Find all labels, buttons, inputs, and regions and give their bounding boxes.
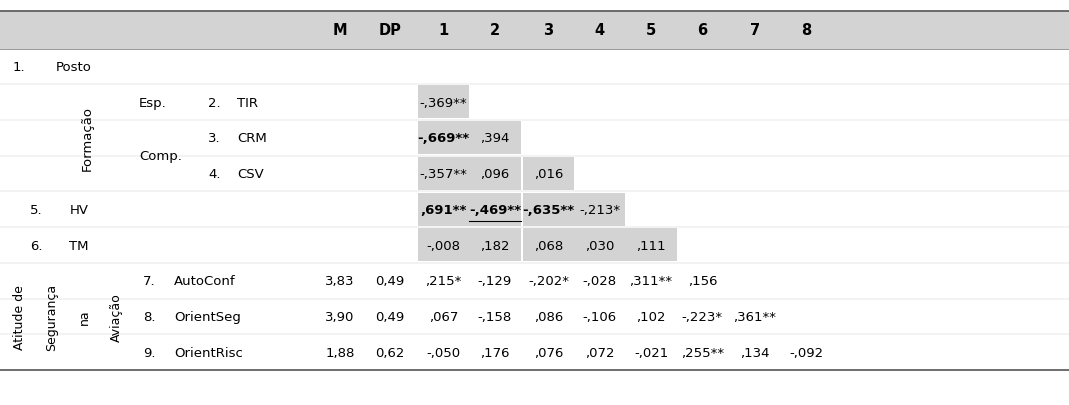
Text: 3,83: 3,83 — [325, 275, 355, 288]
Text: 7.: 7. — [143, 275, 156, 288]
Text: TM: TM — [69, 239, 89, 252]
Text: ,691**: ,691** — [420, 203, 467, 216]
Text: DP: DP — [378, 23, 402, 38]
Text: ,134: ,134 — [740, 346, 770, 359]
Text: 9.: 9. — [143, 346, 156, 359]
Bar — [574, 193, 625, 226]
Text: -,050: -,050 — [427, 346, 461, 359]
Text: ,072: ,072 — [585, 346, 615, 359]
Text: -,357**: -,357** — [420, 168, 467, 181]
Text: -,008: -,008 — [427, 239, 461, 252]
Text: -,106: -,106 — [583, 310, 617, 323]
Text: 3: 3 — [543, 23, 554, 38]
Text: -,223*: -,223* — [682, 310, 723, 323]
Text: Atitude de: Atitude de — [13, 284, 26, 349]
Text: 6: 6 — [697, 23, 708, 38]
Bar — [418, 86, 469, 119]
Bar — [574, 229, 625, 262]
Text: ,111: ,111 — [636, 239, 666, 252]
Text: 4: 4 — [594, 23, 605, 38]
Text: OrientSeg: OrientSeg — [174, 310, 242, 323]
Bar — [0, 12, 1069, 49]
Text: ,016: ,016 — [533, 168, 563, 181]
Bar — [418, 122, 469, 155]
Text: 6.: 6. — [30, 239, 43, 252]
Text: ,255**: ,255** — [681, 346, 724, 359]
Text: ,096: ,096 — [480, 168, 510, 181]
Text: -,028: -,028 — [583, 275, 617, 288]
Text: 0,49: 0,49 — [375, 310, 405, 323]
Bar — [523, 229, 574, 262]
Text: Segurança: Segurança — [45, 283, 58, 350]
Text: na: na — [78, 309, 91, 324]
Bar — [625, 229, 677, 262]
Text: 8: 8 — [801, 23, 811, 38]
Text: OrientRisc: OrientRisc — [174, 346, 243, 359]
Text: -,202*: -,202* — [528, 275, 569, 288]
Text: -,669**: -,669** — [418, 132, 469, 145]
Text: 0,62: 0,62 — [375, 346, 405, 359]
Text: ,030: ,030 — [585, 239, 615, 252]
Text: AutoConf: AutoConf — [174, 275, 236, 288]
Text: 5: 5 — [646, 23, 656, 38]
Bar — [469, 193, 521, 226]
Text: ,215*: ,215* — [425, 275, 462, 288]
Text: Formação: Formação — [81, 106, 94, 171]
Text: ,394: ,394 — [480, 132, 510, 145]
Text: -,092: -,092 — [789, 346, 823, 359]
Text: ,102: ,102 — [636, 310, 666, 323]
Text: CSV: CSV — [237, 168, 264, 181]
Text: -,369**: -,369** — [420, 96, 467, 109]
Text: 4.: 4. — [208, 168, 221, 181]
Text: -,635**: -,635** — [523, 203, 574, 216]
Text: ,086: ,086 — [533, 310, 563, 323]
Text: -,129: -,129 — [478, 275, 512, 288]
Text: -,469**: -,469** — [469, 203, 521, 216]
Text: Posto: Posto — [56, 61, 92, 74]
Text: -,158: -,158 — [478, 310, 512, 323]
Bar — [523, 193, 574, 226]
Text: TIR: TIR — [237, 96, 259, 109]
Text: Esp.: Esp. — [139, 96, 167, 109]
Text: Comp.: Comp. — [139, 150, 182, 163]
Text: 2.: 2. — [208, 96, 221, 109]
Text: Aviação: Aviação — [110, 292, 123, 341]
Text: 8.: 8. — [143, 310, 156, 323]
Text: 1: 1 — [438, 23, 449, 38]
Text: 0,49: 0,49 — [375, 275, 405, 288]
Text: 1.: 1. — [13, 61, 26, 74]
Text: ,156: ,156 — [687, 275, 717, 288]
Text: M: M — [332, 23, 347, 38]
Text: -,021: -,021 — [634, 346, 668, 359]
Text: ,067: ,067 — [429, 310, 459, 323]
Bar — [469, 158, 521, 190]
Bar — [469, 122, 521, 155]
Text: ,076: ,076 — [533, 346, 563, 359]
Text: ,361**: ,361** — [733, 310, 776, 323]
Text: ,311**: ,311** — [630, 275, 672, 288]
Text: ,176: ,176 — [480, 346, 510, 359]
Text: 1,88: 1,88 — [325, 346, 355, 359]
Text: 3,90: 3,90 — [325, 310, 355, 323]
Bar — [469, 229, 521, 262]
Text: HV: HV — [69, 203, 89, 216]
Bar — [418, 158, 469, 190]
Text: -,213*: -,213* — [579, 203, 620, 216]
Text: 5.: 5. — [30, 203, 43, 216]
Text: 7: 7 — [749, 23, 760, 38]
Bar — [418, 193, 469, 226]
Text: ,068: ,068 — [533, 239, 563, 252]
Bar — [418, 229, 469, 262]
Bar — [523, 158, 574, 190]
Text: 3.: 3. — [208, 132, 221, 145]
Text: ,182: ,182 — [480, 239, 510, 252]
Text: CRM: CRM — [237, 132, 267, 145]
Text: 2: 2 — [490, 23, 500, 38]
